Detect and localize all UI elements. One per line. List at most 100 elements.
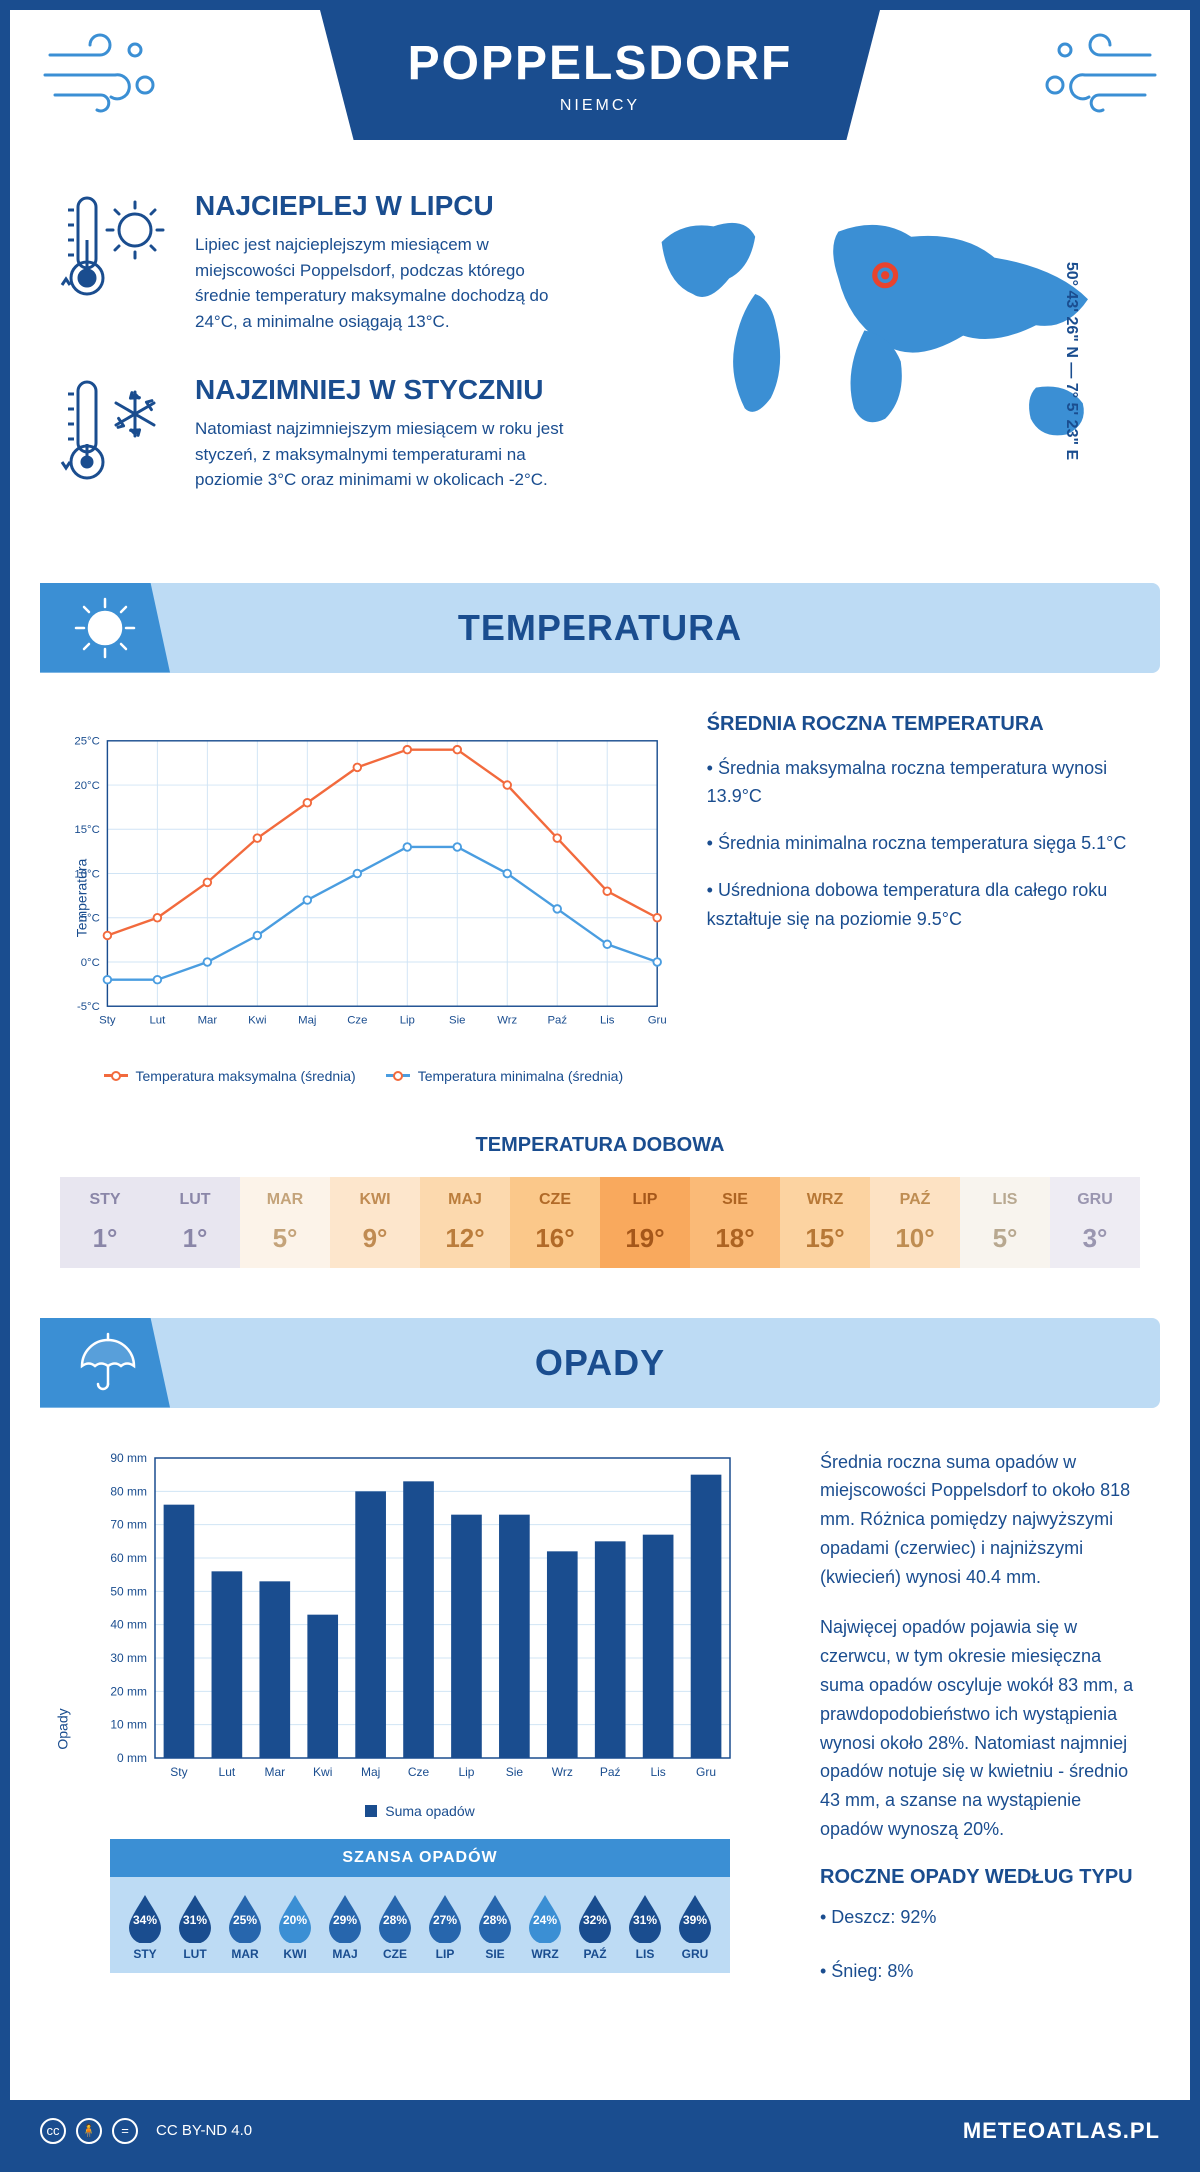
- precip-text1: Średnia roczna suma opadów w miejscowośc…: [820, 1448, 1140, 1592]
- temp-cell-value: 12°: [420, 1223, 510, 1254]
- sun-icon: [40, 583, 170, 673]
- drop-month: GRU: [670, 1947, 720, 1961]
- temp-cell-value: 1°: [150, 1223, 240, 1254]
- precip-legend: Suma opadów: [60, 1803, 780, 1819]
- svg-text:60 mm: 60 mm: [110, 1551, 147, 1565]
- temp-cell: STY 1°: [60, 1177, 150, 1268]
- temp-cell-value: 10°: [870, 1223, 960, 1254]
- temp-cell-month: MAJ: [420, 1191, 510, 1209]
- temp-cell: CZE16°: [510, 1177, 600, 1268]
- svg-text:10 mm: 10 mm: [110, 1717, 147, 1731]
- drop-percentage: 29%: [333, 1913, 357, 1927]
- svg-text:Sty: Sty: [170, 1765, 187, 1779]
- temp-info-title: ŚREDNIA ROCZNA TEMPERATURA: [707, 713, 1140, 736]
- temp-cell: LUT1°: [150, 1177, 240, 1268]
- svg-text:-5°C: -5°C: [77, 1001, 100, 1013]
- svg-text:Lis: Lis: [600, 1014, 615, 1026]
- temp-cell: LIP19°: [600, 1177, 690, 1268]
- rain-chance-title: SZANSA OPADÓW: [110, 1839, 730, 1877]
- drop-percentage: 39%: [683, 1913, 707, 1927]
- temp-cell-value: 5°: [960, 1223, 1050, 1254]
- drop-month: CZE: [370, 1947, 420, 1961]
- footer: cc 🧍 = CC BY-ND 4.0 METEOATLAS.PL: [10, 2100, 1190, 2162]
- drop-icon: 34%: [125, 1893, 165, 1943]
- drop-icon: 25%: [225, 1893, 265, 1943]
- svg-text:0°C: 0°C: [81, 956, 100, 968]
- temp-cell: LIS 5°: [960, 1177, 1050, 1268]
- svg-text:Mar: Mar: [264, 1765, 285, 1779]
- temp-cell-month: STY: [60, 1191, 150, 1209]
- drop-percentage: 28%: [383, 1913, 407, 1927]
- temp-chart-svg: -5°C0°C5°C10°C15°C20°C25°CStyLutMarKwiMa…: [60, 713, 667, 1053]
- drop-icon: 32%: [575, 1893, 615, 1943]
- precip-text2: Najwięcej opadów pojawia się w czerwcu, …: [820, 1613, 1140, 1843]
- drop-icon: 20%: [275, 1893, 315, 1943]
- temp-cell-month: SIE: [690, 1191, 780, 1209]
- temp-cell-value: 18°: [690, 1223, 780, 1254]
- svg-text:30 mm: 30 mm: [110, 1651, 147, 1665]
- thermometer-snow-icon: [60, 374, 170, 484]
- temp-bullet: • Średnia minimalna roczna temperatura s…: [707, 829, 1140, 858]
- title-banner: POPPELSDORF NIEMCY: [320, 10, 880, 140]
- drop-percentage: 20%: [283, 1913, 307, 1927]
- coldest-title: NAJZIMNIEJ W STYCZNIU: [195, 374, 580, 406]
- drop-percentage: 28%: [483, 1913, 507, 1927]
- temp-cell: PAŹ10°: [870, 1177, 960, 1268]
- by-type-list: • Deszcz: 92%• Śnieg: 8%: [820, 1901, 1140, 1988]
- svg-text:90 mm: 90 mm: [110, 1451, 147, 1465]
- temp-info: ŚREDNIA ROCZNA TEMPERATURA • Średnia mak…: [707, 713, 1140, 1084]
- legend-min: Temperatura minimalna (średnia): [386, 1068, 623, 1084]
- precip-section-title: OPADY: [535, 1342, 665, 1384]
- svg-text:Wrz: Wrz: [497, 1014, 517, 1026]
- hottest-block: NAJCIEPLEJ W LIPCU Lipiec jest najcieple…: [60, 190, 580, 334]
- coordinates: 50° 43' 26" N — 7° 5' 23" E: [1062, 262, 1080, 460]
- temp-cell-month: LIS: [960, 1191, 1050, 1209]
- header: POPPELSDORF NIEMCY: [10, 10, 1190, 160]
- temp-cell-value: 1°: [60, 1223, 150, 1254]
- legend-min-label: Temperatura minimalna (średnia): [418, 1068, 623, 1084]
- temp-cell-month: WRZ: [780, 1191, 870, 1209]
- svg-text:20°C: 20°C: [74, 779, 99, 791]
- drop-percentage: 31%: [633, 1913, 657, 1927]
- legend-sum-label: Suma opadów: [385, 1803, 475, 1819]
- svg-text:Maj: Maj: [298, 1014, 316, 1026]
- svg-text:50 mm: 50 mm: [110, 1584, 147, 1598]
- rain-drop: 29%MAJ: [320, 1893, 370, 1961]
- temp-chart: Temperatura -5°C0°C5°C10°C15°C20°C25°CSt…: [60, 713, 667, 1084]
- drop-month: KWI: [270, 1947, 320, 1961]
- rain-drop: 27%LIP: [420, 1893, 470, 1961]
- temp-table: STY1°LUT1°MAR5°KWI9°MAJ12°CZE16°LIP19°SI…: [60, 1177, 1140, 1268]
- drop-month: WRZ: [520, 1947, 570, 1961]
- svg-text:Cze: Cze: [347, 1014, 367, 1026]
- rain-drop: 31%LUT: [170, 1893, 220, 1961]
- temp-cell: WRZ15°: [780, 1177, 870, 1268]
- temp-cell-month: GRU: [1050, 1191, 1140, 1209]
- temp-bullets: • Średnia maksymalna roczna temperatura …: [707, 754, 1140, 934]
- rain-drop: 25%MAR: [220, 1893, 270, 1961]
- svg-text:Paź: Paź: [547, 1014, 567, 1026]
- rain-drop: 28%SIE: [470, 1893, 520, 1961]
- temp-bullet: • Uśredniona dobowa temperatura dla całe…: [707, 876, 1140, 934]
- daily-temp-title: TEMPERATURA DOBOWA: [60, 1134, 1140, 1157]
- city-title: POPPELSDORF: [408, 36, 793, 91]
- precip-chart: Opady 0 mm10 mm20 mm30 mm40 mm50 mm60 mm…: [60, 1448, 780, 2010]
- svg-text:Gru: Gru: [648, 1014, 667, 1026]
- svg-text:Mar: Mar: [198, 1014, 218, 1026]
- svg-text:Sty: Sty: [99, 1014, 116, 1026]
- by-type-item: • Śnieg: 8%: [820, 1955, 1140, 1987]
- temp-cell-month: KWI: [330, 1191, 420, 1209]
- drop-icon: 28%: [475, 1893, 515, 1943]
- temp-cell-value: 5°: [240, 1223, 330, 1254]
- rain-drop: 34%STY: [120, 1893, 170, 1961]
- svg-text:0 mm: 0 mm: [117, 1751, 147, 1765]
- temp-content: Temperatura -5°C0°C5°C10°C15°C20°C25°CSt…: [10, 673, 1190, 1114]
- temp-cell-month: LIP: [600, 1191, 690, 1209]
- coldest-text: NAJZIMNIEJ W STYCZNIU Natomiast najzimni…: [195, 374, 580, 493]
- wind-icon-left: [40, 30, 170, 120]
- svg-text:Sie: Sie: [449, 1014, 465, 1026]
- legend-max: .legend-swatch:nth-child(1)::after{borde…: [104, 1068, 356, 1084]
- by-type-title: ROCZNE OPADY WEDŁUG TYPU: [820, 1866, 1140, 1889]
- temp-cell: MAR5°: [240, 1177, 330, 1268]
- drop-icon: 29%: [325, 1893, 365, 1943]
- country-label: NIEMCY: [560, 97, 640, 115]
